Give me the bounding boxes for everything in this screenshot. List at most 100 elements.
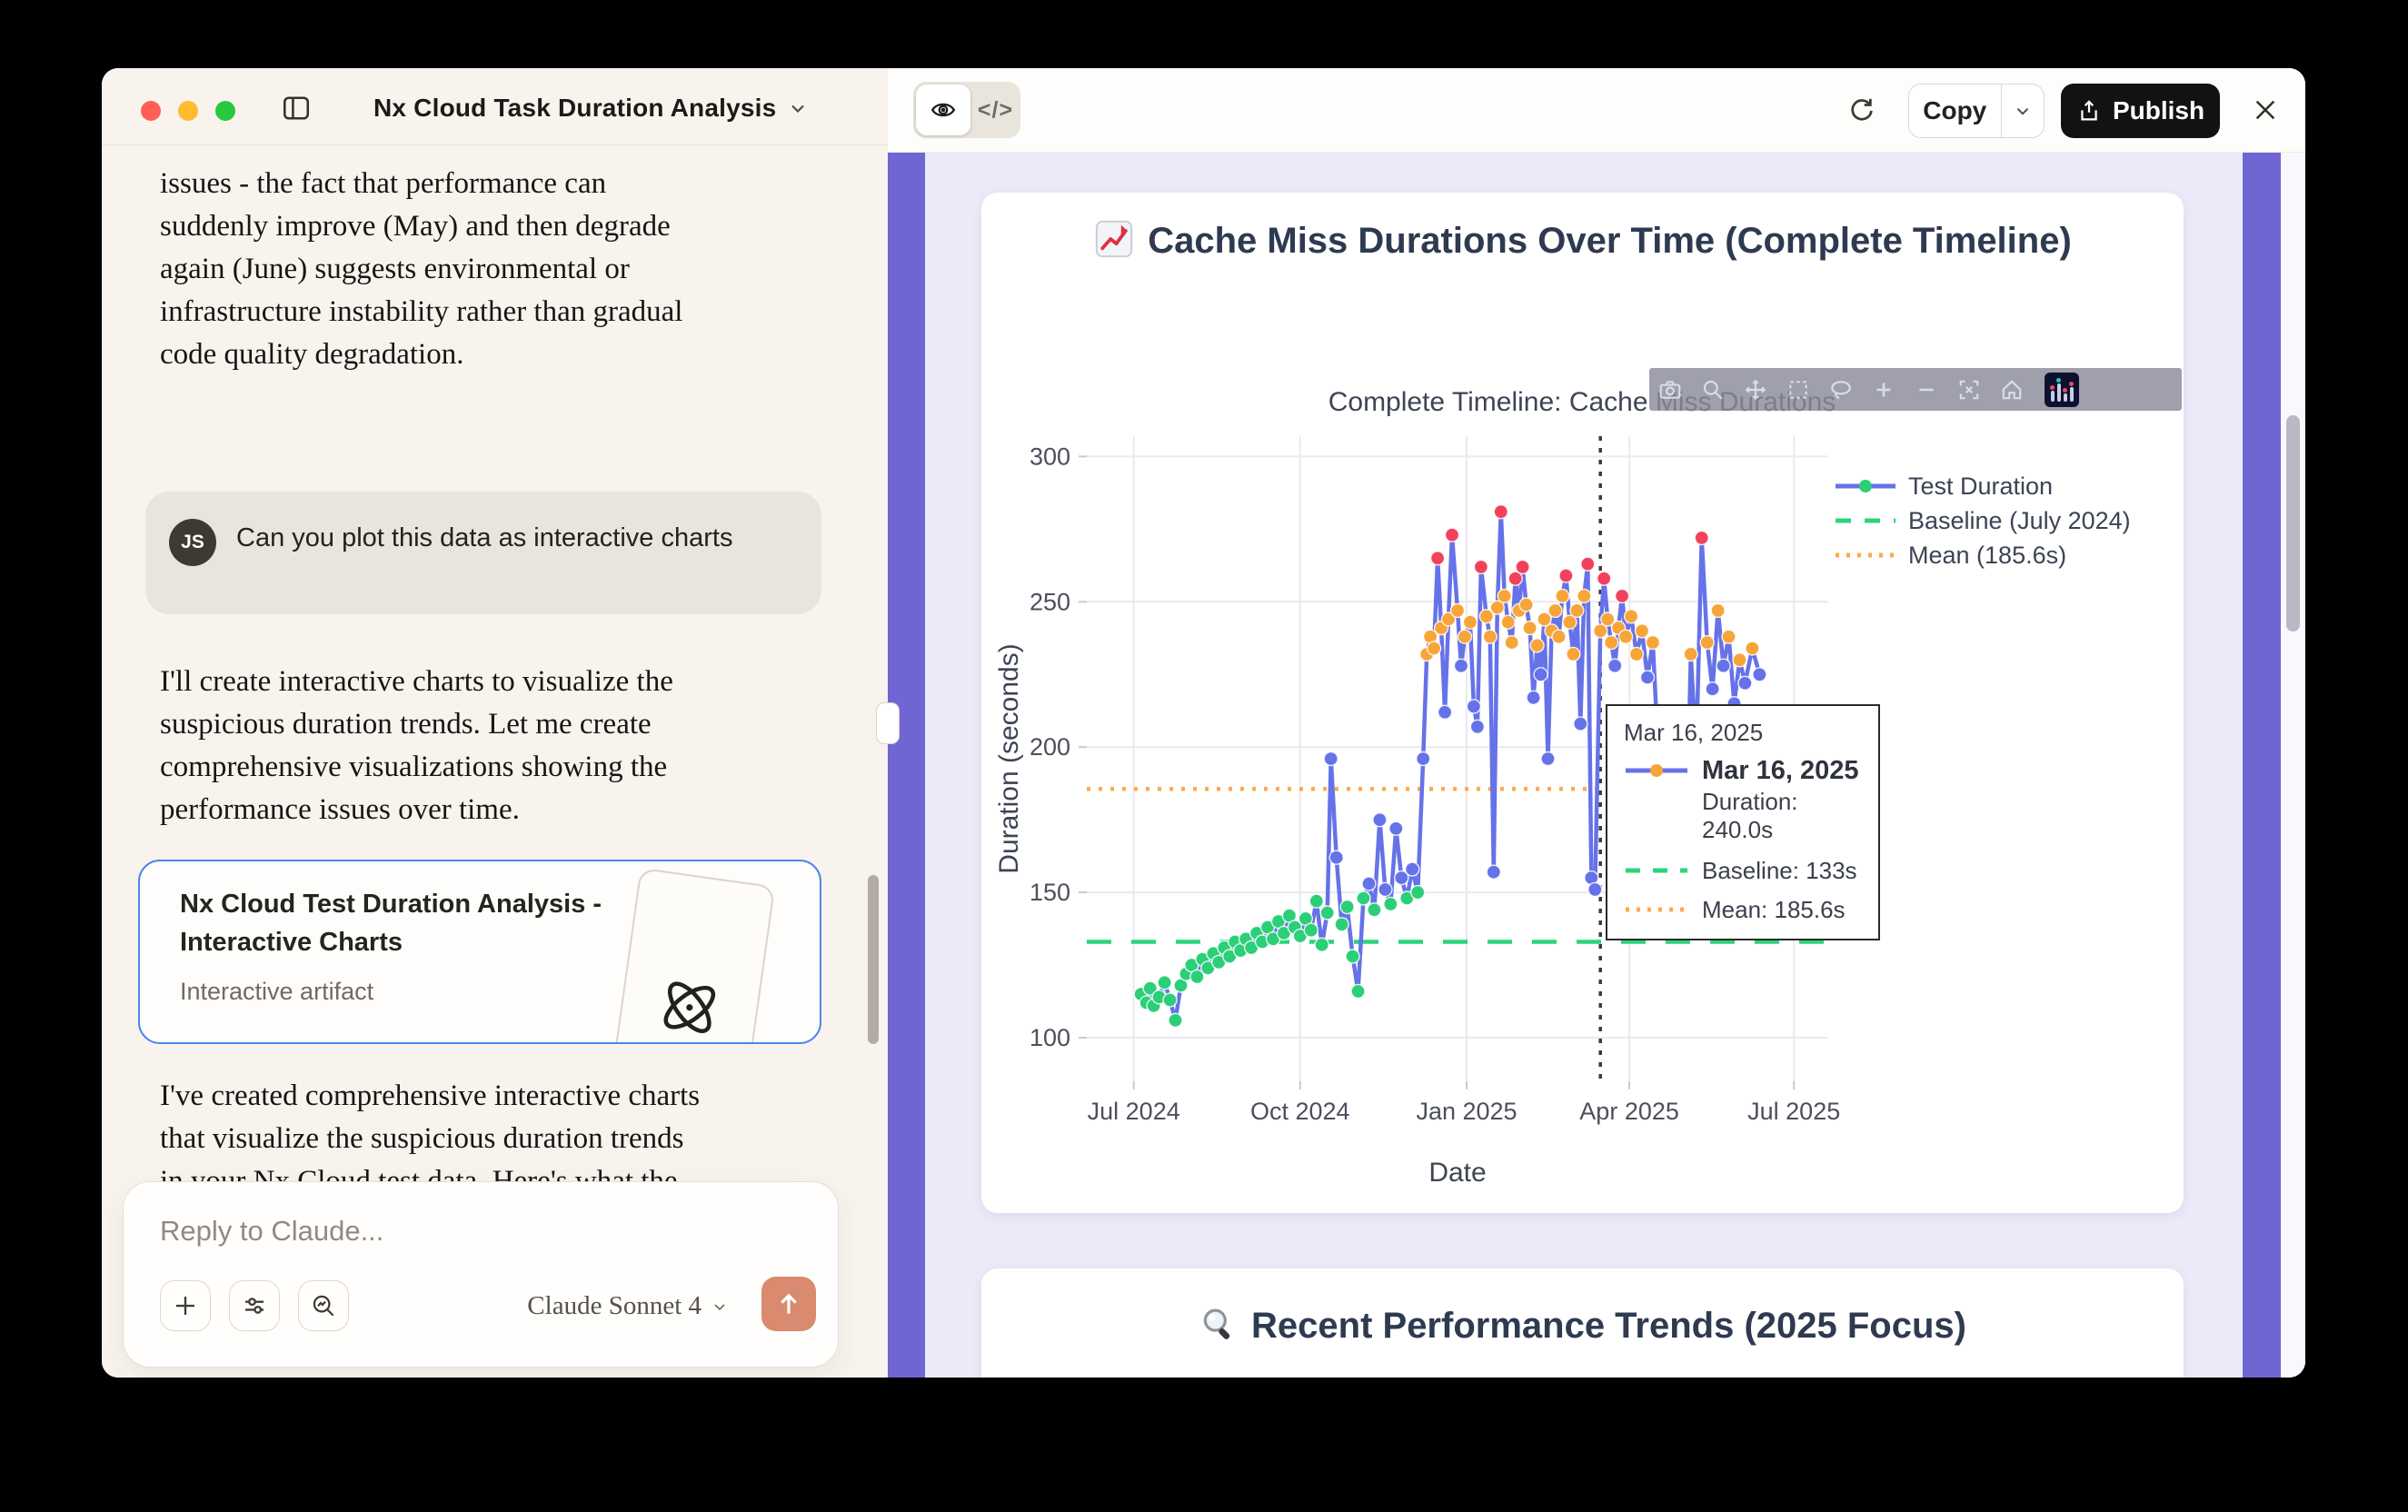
artifact-card-subtitle: Interactive artifact [180,978,374,1005]
svg-text:250: 250 [1030,588,1070,615]
divider [2000,85,2002,137]
trends-card: Recent Performance Trends (2025 Focus) [981,1268,2184,1378]
close-icon [2255,100,2275,120]
artifact-topbar: </> Copy [888,68,2305,153]
assistant-paragraph: I'll create interactive charts to visual… [160,665,673,826]
svg-text:Oct 2024: Oct 2024 [1250,1098,1350,1125]
chat-panel: Nx Cloud Task Duration Analysis issues -… [102,68,888,1378]
app-window: Nx Cloud Task Duration Analysis issues -… [102,68,2305,1378]
magnifier-emoji-icon [1199,1305,1239,1354]
preview-code-toggle[interactable]: </> [913,82,1020,138]
svg-text:Test Duration: Test Duration [1908,472,2053,500]
code-icon: </> [977,96,1014,123]
chat-header: Nx Cloud Task Duration Analysis [102,68,888,145]
publish-label: Publish [2112,96,2205,124]
copy-button[interactable]: Copy [1923,96,1987,124]
svg-text:Jul 2025: Jul 2025 [1747,1098,1840,1125]
chevron-down-icon [2016,108,2029,115]
svg-text:Mean (185.6s): Mean (185.6s) [1908,542,2066,569]
svg-text:100: 100 [1030,1024,1070,1051]
model-label: Claude Sonnet 4 [527,1291,702,1320]
attach-button[interactable] [160,1280,211,1331]
tools-button[interactable] [229,1280,280,1331]
send-button[interactable] [761,1277,816,1331]
tooltip-line-sample [1624,757,1702,785]
sidebar-toggle-button[interactable] [280,92,313,129]
tooltip-duration: Duration: 240.0s [1702,788,1798,843]
plotly-logo-icon[interactable] [2045,372,2079,407]
model-selector[interactable]: Claude Sonnet 4 [527,1291,729,1321]
artifact-scroll-track[interactable] [2281,153,2305,1378]
sidebar-toggle-icon [283,96,310,120]
svg-text:150: 150 [1030,879,1070,906]
chart-card: Cache Miss Durations Over Time (Complete… [981,193,2184,1213]
conversation-title: Nx Cloud Task Duration Analysis [373,94,777,122]
chat-scrollbar[interactable] [868,875,879,1044]
trends-card-title: Recent Performance Trends (2025 Focus) [981,1305,2184,1354]
arrow-up-icon [781,1293,797,1314]
refresh-button[interactable] [1840,88,1884,132]
atom-icon [663,981,716,1033]
artifact-scrollbar[interactable] [2286,415,2300,632]
artifact-thumbnail [611,867,776,1042]
artifact-viewport: Cache Miss Durations Over Time (Complete… [888,153,2305,1378]
plus-icon [176,1297,194,1315]
refresh-icon [1851,98,1873,121]
user-message-bubble: JS Can you plot this data as interactive… [145,492,821,614]
sliders-icon [245,1298,264,1314]
avatar: JS [169,519,216,566]
eye-icon [930,103,956,117]
pan-icon[interactable] [1742,378,1769,402]
close-artifact-button[interactable] [2245,90,2285,130]
traffic-minimize-button[interactable] [178,101,198,121]
svg-text:Date: Date [1428,1158,1486,1188]
svg-text:300: 300 [1030,443,1070,470]
zoom-icon[interactable] [1699,378,1726,402]
share-up-icon [2081,100,2097,121]
svg-text:Duration (seconds): Duration (seconds) [994,643,1024,873]
artifact-panel: </> Copy [888,68,2305,1378]
box-select-icon[interactable] [1785,378,1812,402]
reply-input[interactable]: Reply to Claude... [160,1215,384,1247]
svg-text:Jan 2025: Jan 2025 [1416,1098,1517,1125]
chevron-down-icon [791,104,805,114]
artifact-preview-card[interactable]: Nx Cloud Test Duration Analysis - Intera… [138,860,821,1044]
copy-menu-button[interactable] [2002,101,2044,121]
plotly-modebar[interactable] [1649,368,2182,411]
lasso-icon[interactable] [1827,378,1855,402]
chart-tooltip: Mar 16, 2025 Mar 16, 2025 Duration: 240.… [1606,704,1880,940]
tooltip-date: Mar 16, 2025 [1624,719,1764,746]
panel-resize-handle[interactable] [876,702,900,744]
zoom-in-icon[interactable] [1870,378,1897,402]
artifact-card-title: Nx Cloud Test Duration Analysis - Intera… [180,890,602,957]
artifact-right-gutter [2243,153,2281,1378]
timeline-chart-svg[interactable]: Jul 2024 Oct 2024 Jan 2025 Apr 2025 Jul 2025… [981,193,2184,1213]
assistant-paragraph: issues - the fact that performance can su… [160,167,683,371]
research-button[interactable] [298,1280,349,1331]
user-message-text: Can you plot this data as interactive ch… [236,523,733,552]
tooltip-mean-sample [1624,896,1702,924]
svg-text:Apr 2025: Apr 2025 [1579,1098,1679,1125]
code-tab[interactable]: </> [970,97,1020,124]
tooltip-baseline: Baseline: 133s [1702,857,1857,884]
traffic-zoom-button[interactable] [215,101,235,121]
svg-text:Baseline (July 2024): Baseline (July 2024) [1908,507,2131,534]
chart-card-title: Cache Miss Durations Over Time (Complete… [1070,214,2096,274]
copy-split-button[interactable]: Copy [1908,84,2045,138]
camera-icon[interactable] [1657,378,1684,402]
reply-composer[interactable]: Reply to Claude... [123,1181,839,1368]
traffic-close-button[interactable] [141,101,161,121]
artifact-left-gutter [888,153,925,1378]
svg-text:200: 200 [1030,733,1070,761]
publish-button[interactable]: Publish [2061,84,2220,138]
tooltip-baseline-sample [1624,857,1702,885]
tooltip-mean: Mean: 185.6s [1702,896,1846,923]
tooltip-point-label: Mar 16, 2025 [1702,756,1859,785]
chart-increasing-icon [1093,218,1135,274]
preview-tab[interactable] [916,85,970,135]
autoscale-icon[interactable] [1955,378,1983,402]
zoom-out-icon[interactable] [1913,378,1940,402]
home-icon[interactable] [1998,378,2025,402]
conversation-title-menu[interactable]: Nx Cloud Task Duration Analysis [373,94,809,123]
svg-text:Jul 2024: Jul 2024 [1088,1098,1180,1125]
